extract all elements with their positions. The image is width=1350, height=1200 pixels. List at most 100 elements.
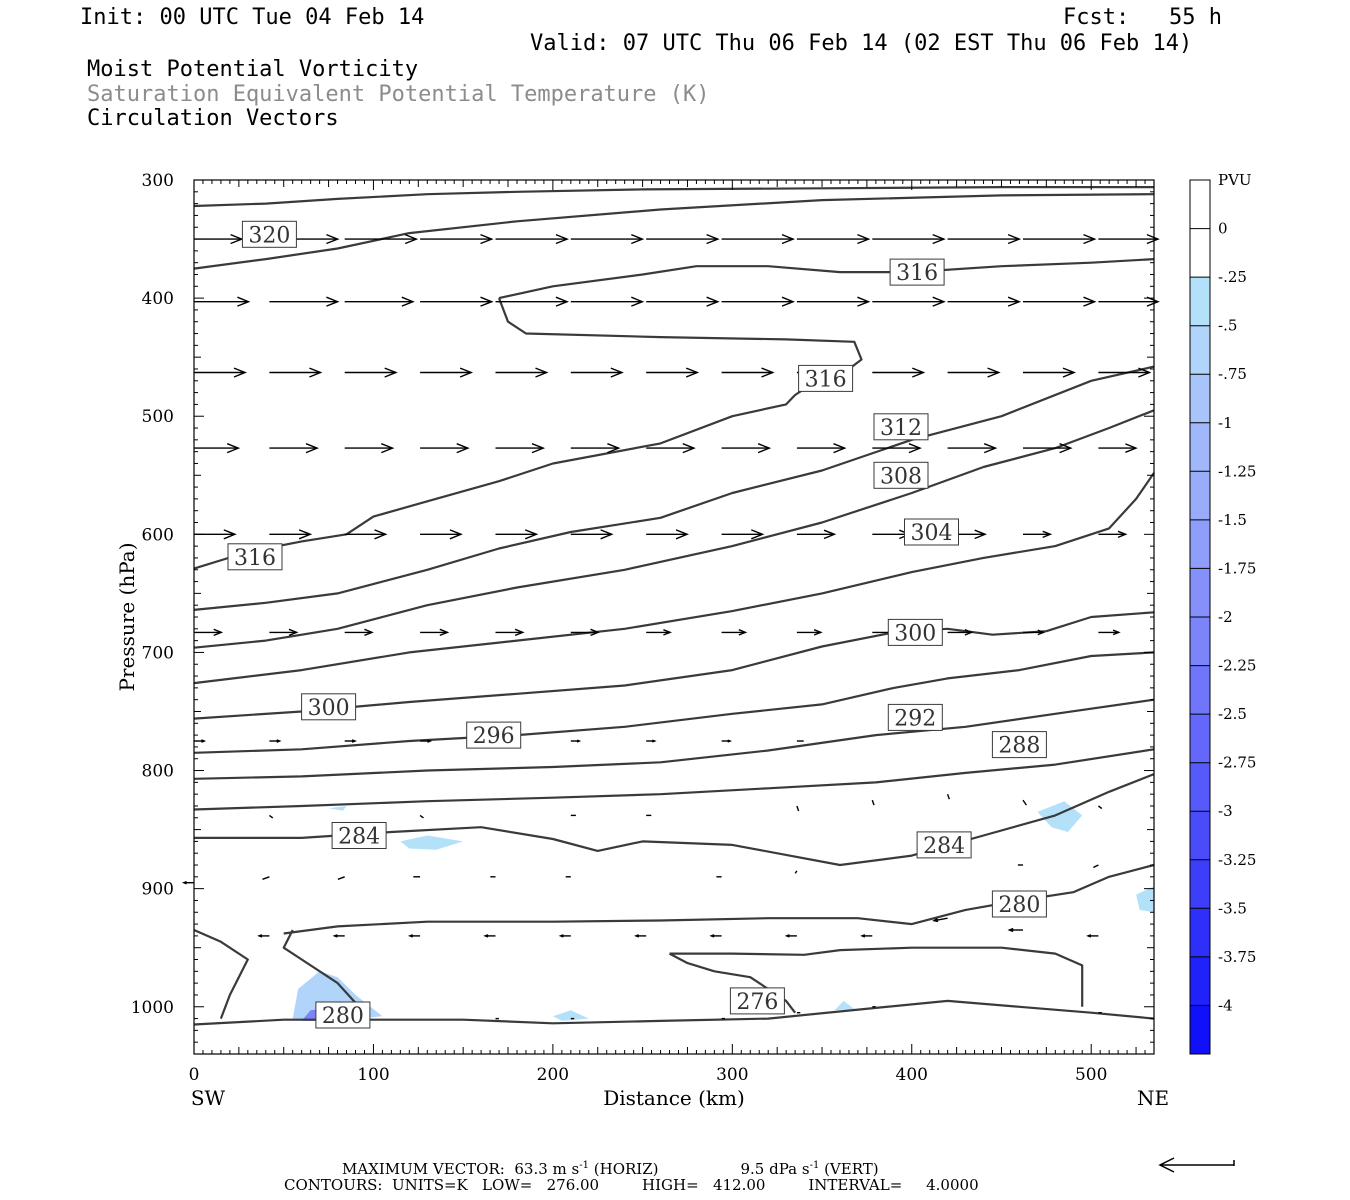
vector-98 xyxy=(337,876,345,880)
theta-contour-292-9 xyxy=(193,698,1155,780)
y-tick-label: 800 xyxy=(142,762,174,782)
vector-69 xyxy=(495,628,525,637)
vector-54 xyxy=(344,529,388,540)
contour-label-text: 304 xyxy=(911,521,953,546)
vector-head xyxy=(233,367,247,378)
colorbar-tick-label: -1 xyxy=(1218,414,1233,432)
theta-contour-320-1 xyxy=(193,193,1155,270)
vector-30 xyxy=(495,367,549,378)
vector-head xyxy=(483,934,489,938)
colorbar-cell-13 xyxy=(1190,811,1210,861)
vector-78 xyxy=(194,739,207,743)
contour-label-13: 284 xyxy=(916,831,972,859)
vector-77 xyxy=(1098,629,1121,636)
vector-head xyxy=(351,739,357,743)
vector-head xyxy=(857,233,871,245)
vector-head xyxy=(1146,233,1160,245)
contour-label-text: 308 xyxy=(880,464,922,489)
contour-label-box xyxy=(227,543,283,571)
vector-70 xyxy=(570,628,600,637)
vector-65 xyxy=(194,628,224,637)
vector-29 xyxy=(420,367,474,378)
vector-0 xyxy=(194,233,244,245)
pv-patch-5 xyxy=(552,1010,589,1021)
vector-105 xyxy=(1092,864,1099,869)
vector-head xyxy=(223,529,237,540)
theta-contour-300-7 xyxy=(193,611,1155,720)
vector-head xyxy=(555,233,569,245)
contour-label-box xyxy=(904,518,959,546)
y-tick-label: 700 xyxy=(142,643,174,663)
vector-14 xyxy=(269,296,340,307)
vector-head xyxy=(974,529,987,540)
vector-head xyxy=(257,934,263,938)
contour-label-box xyxy=(873,461,929,489)
vector-head xyxy=(600,529,614,540)
colorbar-tick-label: -3.5 xyxy=(1218,899,1247,917)
colorbar-cell-3 xyxy=(1190,325,1210,375)
theta-contour-276-13 xyxy=(669,946,1084,1007)
vector-75 xyxy=(947,629,974,636)
vector-67 xyxy=(344,628,374,637)
vert-suffix: (VERT) xyxy=(819,1160,879,1178)
vector-41 xyxy=(344,443,395,454)
vector-head xyxy=(404,233,419,245)
vector-head xyxy=(298,529,313,540)
contour-label-5: 304 xyxy=(904,518,959,546)
vector-head xyxy=(514,628,525,637)
contour-label-text: 280 xyxy=(998,893,1040,918)
vector-42 xyxy=(420,443,470,454)
vector-87 xyxy=(268,814,274,819)
pv-patch-6 xyxy=(834,1000,855,1011)
colorbar-tick-label: -4 xyxy=(1218,996,1233,1014)
colorbar-cell-6 xyxy=(1190,471,1210,521)
vector-head xyxy=(439,628,450,637)
y-tick-label: 300 xyxy=(142,171,174,191)
theta-contour-308-5 xyxy=(193,409,1155,649)
vector-head xyxy=(364,628,374,637)
vector-59 xyxy=(721,529,765,540)
colorbar-tick-label: -2.25 xyxy=(1218,657,1256,675)
colorbar-tick-label: -2.75 xyxy=(1218,754,1256,772)
vector-head xyxy=(449,529,463,540)
theta-contour-312-4 xyxy=(193,365,1155,611)
plot-border xyxy=(193,179,1155,1055)
vector-26 xyxy=(194,367,247,378)
theta-contour-296-8 xyxy=(193,651,1155,754)
vector-shaft xyxy=(1022,799,1027,806)
colorbar-cell-5 xyxy=(1190,422,1210,472)
vector-73 xyxy=(796,629,823,636)
vector-60 xyxy=(796,529,837,540)
valid-time: Valid: 07 UTC Thu 06 Feb 14 (02 EST Thu … xyxy=(530,31,1193,56)
vector-head xyxy=(558,934,564,938)
y-tick-label: 1000 xyxy=(131,998,174,1018)
vector-head xyxy=(226,443,241,454)
y-tick-label: 600 xyxy=(142,525,174,545)
vector-head xyxy=(407,934,413,938)
colorbar-tick-label: -1.75 xyxy=(1218,559,1256,577)
contour-label-layer: 320 316 316 312 308 304 316 300 300 292 296 288 284 2… xyxy=(227,220,1047,1029)
contour-label-text: 316 xyxy=(896,261,938,286)
vector-head xyxy=(706,296,720,307)
contour-label-box xyxy=(331,822,387,849)
contour-label-text: 276 xyxy=(736,990,778,1015)
pv-colorbar: 0 -.25 -.5 -.75 -1 -1.25 -1.5 -1.75 -2 -2.25 -2.5 -… xyxy=(1189,179,1256,1055)
vector-10 xyxy=(947,233,1022,245)
vector-head xyxy=(823,529,837,540)
contour-label-2: 316 xyxy=(798,364,854,392)
vector-head xyxy=(524,529,539,540)
vector-head xyxy=(682,443,696,454)
contour-label-7: 300 xyxy=(887,618,943,646)
colorbar-cell-15 xyxy=(1190,908,1210,958)
colorbar-tick-label: -2 xyxy=(1218,608,1233,626)
vector-19 xyxy=(646,296,720,307)
vector-head xyxy=(634,934,640,938)
contour-label-15: 276 xyxy=(729,987,785,1015)
vector-81 xyxy=(420,739,433,743)
vector-shaft xyxy=(419,814,424,819)
colorbar-cell-1 xyxy=(1190,228,1210,278)
max-vector-line: MAXIMUM VECTOR: 63.3 m s-1 (HORIZ) 9.5 dP… xyxy=(342,1157,879,1178)
vector-head xyxy=(932,233,946,245)
colorbar-cell-8 xyxy=(1190,568,1210,618)
contour-label-box xyxy=(889,258,945,286)
